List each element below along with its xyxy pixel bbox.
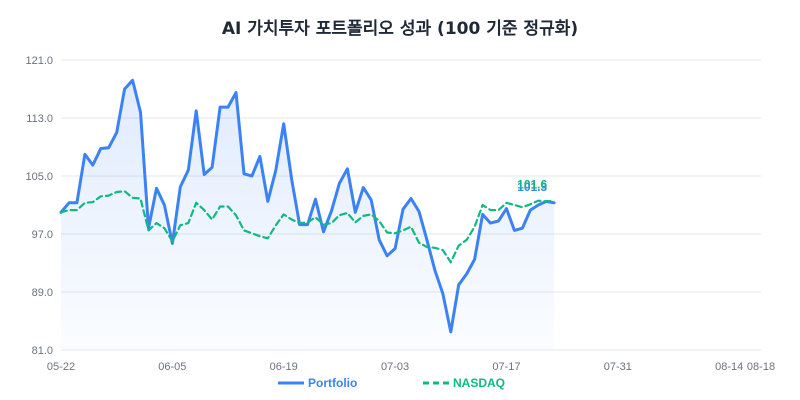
portfolio-area (61, 80, 555, 351)
label-layer: 05-22 06-05 06-19 07-03 07-17 07-31 08-14 08-18… (47, 178, 775, 373)
series-line-portfolio (59, 78, 556, 334)
x-tick-label: 06-05 (158, 361, 186, 373)
x-tick-label: 08-18 (747, 361, 775, 373)
end-label-nasdaq: 101.6 (517, 178, 547, 192)
y-tick-label: 121.0 (25, 55, 53, 67)
x-tick-label: 06-19 (270, 361, 298, 373)
y-tick-label: 81.0 (32, 345, 53, 357)
x-tick-label: 05-22 (47, 361, 75, 373)
legend-label-portfolio: Portfolio (308, 376, 357, 390)
x-tick-label: 07-03 (381, 361, 409, 373)
series-line-nasdaq (59, 190, 556, 264)
y-tick-label: 89.0 (32, 287, 53, 299)
legend-label-nasdaq: NASDAQ (453, 376, 505, 390)
y-tick-label: 105.0 (25, 171, 53, 183)
y-tick-label: 97.0 (32, 229, 53, 241)
y-tick-label: 113.0 (26, 113, 53, 125)
legend: Portfolio NASDAQ (278, 376, 505, 390)
x-tick-label: 07-31 (604, 361, 632, 373)
chart-title: AI 가치투자 포트폴리오 성과 (100 기준 정규화) (221, 19, 579, 39)
line-layer (59, 78, 556, 334)
end-label-portfolio: 101.3 (517, 180, 547, 194)
area-layer (61, 80, 555, 351)
x-tick-label: 07-17 (492, 361, 520, 373)
x-tick-label: 08-14 (715, 361, 743, 373)
